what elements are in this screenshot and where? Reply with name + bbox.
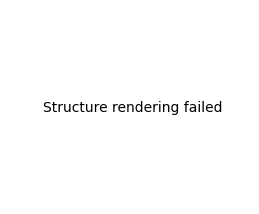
Text: Structure rendering failed: Structure rendering failed — [43, 101, 222, 115]
